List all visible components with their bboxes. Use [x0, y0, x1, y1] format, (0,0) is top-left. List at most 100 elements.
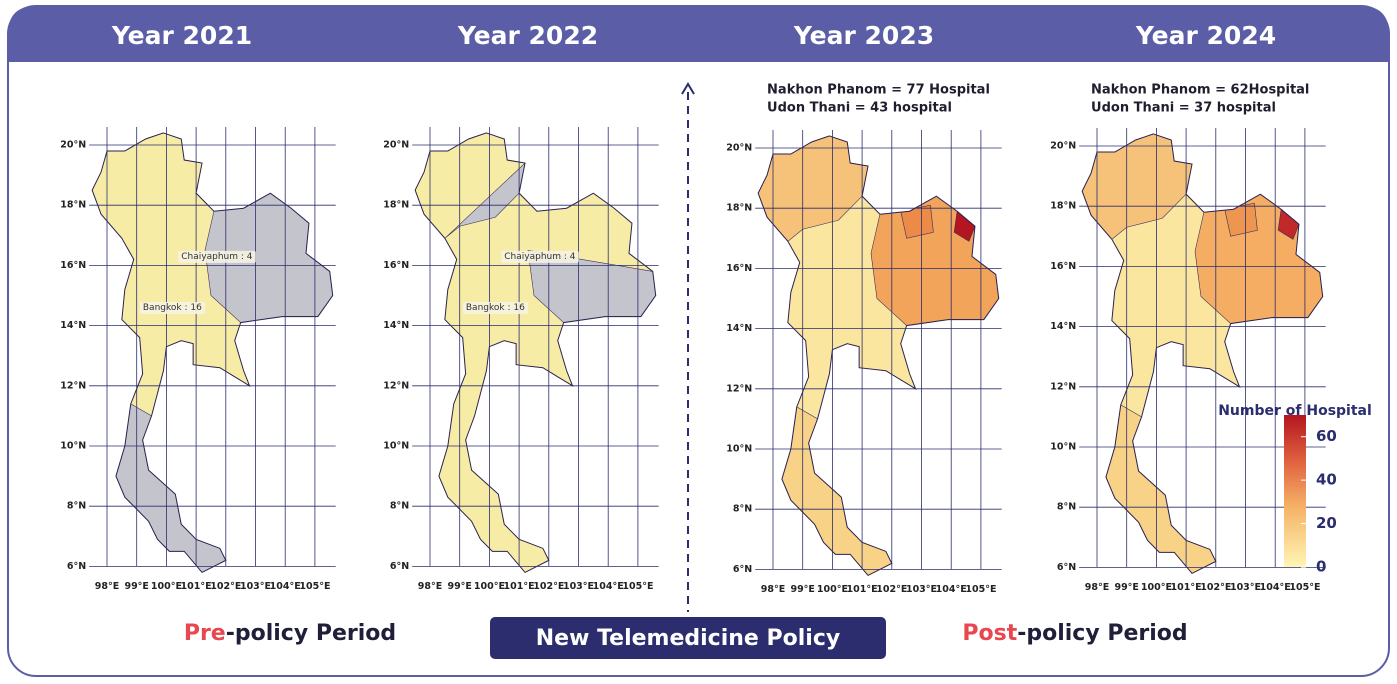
lon-tick-label: 101°E: [847, 584, 878, 595]
lon-tick-label: 100°E: [151, 581, 182, 592]
lon-tick-label: 104°E: [593, 581, 624, 592]
lat-tick-label: 20°N: [60, 140, 86, 151]
country: [415, 132, 656, 573]
regions: [1082, 133, 1323, 574]
lat-tick-label: 16°N: [726, 263, 752, 274]
lat-tick-label: 18°N: [1050, 201, 1076, 212]
lat-tick-label: 18°N: [726, 203, 752, 214]
map-panel: 20°N 18°N 16°N 14°N 12°N 10°N 8°N 6°N 98°E 99°E 10…: [726, 83, 1002, 595]
lat-tick-label: 12°N: [383, 380, 409, 391]
map-panel: 20°N 18°N 16°N 14°N 12°N 10°N 8°N 6°N 98°E 99°E 10…: [1050, 83, 1326, 593]
place-label: Bangkok : 16: [466, 303, 525, 313]
lat-tick-label: 14°N: [60, 320, 86, 331]
lon-tick-label: 102°E: [876, 584, 907, 595]
lat-tick-label: 18°N: [60, 200, 86, 211]
colorbar-label: 20: [1316, 514, 1337, 532]
lon-tick-label: 105°E: [299, 581, 330, 592]
text: -policy Period: [1017, 621, 1187, 646]
label-bg: [139, 302, 206, 315]
year: Year 2022: [457, 21, 598, 50]
lon-tick-label: 103°E: [1230, 582, 1261, 593]
lat-tick-label: 10°N: [1050, 442, 1076, 453]
lon-tick-label: 101°E: [504, 581, 535, 592]
lon-tick-label: 102°E: [533, 581, 564, 592]
border: [414, 132, 657, 574]
lat-tick-label: 6°N: [733, 564, 752, 575]
note: Udon Thani = 37 hospital: [1091, 101, 1276, 116]
policy-badge: [490, 617, 886, 659]
lat-tick-label: 6°N: [67, 561, 86, 572]
lat-tick-label: 18°N: [383, 200, 409, 211]
lat-tick-label: 10°N: [726, 444, 752, 455]
lon-tick-label: 101°E: [1171, 582, 1202, 593]
lat-tick-label: 16°N: [60, 260, 86, 271]
lon-tick-label: 104°E: [1260, 582, 1291, 593]
lon-tick-label: 103°E: [906, 584, 937, 595]
lon-tick-label: 103°E: [240, 581, 271, 592]
note: Nakhon Phanom = 77 Hospital: [767, 83, 990, 98]
border: [757, 135, 1000, 577]
lon-tick-label: 98°E: [761, 584, 785, 595]
lon-tick-label: 101°E: [181, 581, 212, 592]
border: [1081, 133, 1324, 575]
lat-tick-label: 20°N: [1050, 141, 1076, 152]
colorbar-label: 60: [1316, 427, 1337, 445]
lat-tick-label: 8°N: [390, 501, 409, 512]
lat-tick-label: 10°N: [60, 441, 86, 452]
map-panel: 20°N18°N16°N14°N12°N10°N8°N6°N98°E 99°E 10…: [60, 126, 336, 592]
lon-tick-label: 99°E: [790, 584, 814, 595]
lat-tick-label: 20°N: [383, 140, 409, 151]
colorbar: [1284, 415, 1306, 567]
lon-tick-label: 105°E: [965, 584, 996, 595]
lon-tick-label: 98°E: [418, 581, 442, 592]
arrow-head: [681, 82, 695, 95]
border: [91, 132, 334, 574]
legend-title: Number of Hospital: [1218, 403, 1372, 419]
lon-tick-label: 99°E: [447, 581, 471, 592]
lon-tick-label: 103°E: [563, 581, 594, 592]
lat-tick-label: 6°N: [1057, 562, 1076, 573]
colorbar-label: 0: [1316, 558, 1326, 576]
lon-tick-label: 99°E: [124, 581, 148, 592]
place-label: Chaiyaphum : 4: [504, 252, 575, 262]
highlight: Pre: [184, 621, 226, 646]
lat-tick-label: 8°N: [67, 501, 86, 512]
post-label: Post-policy Period: [962, 621, 1187, 646]
lon-tick-label: 105°E: [1289, 582, 1320, 593]
lat-tick-label: 16°N: [383, 260, 409, 271]
note: Udon Thani = 43 hospital: [767, 101, 952, 116]
lat-tick-label: 12°N: [1050, 381, 1076, 392]
lat-tick-label: 8°N: [1057, 502, 1076, 513]
lat-tick-label: 14°N: [726, 323, 752, 334]
lat-tick-label: 6°N: [390, 561, 409, 572]
lat-tick-label: 16°N: [1050, 261, 1076, 272]
lon-tick-label: 104°E: [936, 584, 967, 595]
place-label: Chaiyaphum : 4: [181, 252, 252, 262]
lon-tick-label: 102°E: [1200, 582, 1231, 593]
lon-tick-label: 104°E: [270, 581, 301, 592]
lon-tick-label: 99°E: [1114, 582, 1138, 593]
lat-tick-label: 12°N: [726, 383, 752, 394]
lat-tick-label: 14°N: [1050, 321, 1076, 332]
header-bar: [8, 6, 1389, 62]
year: Year 2021: [111, 21, 252, 50]
lat-tick-label: 8°N: [733, 504, 752, 515]
lat-tick-label: 12°N: [60, 380, 86, 391]
label-bg: [178, 250, 256, 263]
lat-tick-label: 14°N: [383, 320, 409, 331]
lon-tick-label: 100°E: [474, 581, 505, 592]
highlight: Post: [962, 621, 1017, 646]
map-panel: 20°N18°N16°N14°N12°N10°N8°N6°N98°E 99°E 10…: [383, 126, 659, 592]
lon-tick-label: 105°E: [622, 581, 653, 592]
colorbar-label: 40: [1316, 471, 1337, 489]
label-bg: [462, 302, 529, 315]
label-bg: [501, 250, 579, 263]
lon-tick-label: 102°E: [210, 581, 241, 592]
year: Year 2024: [1135, 21, 1276, 50]
text: -policy Period: [226, 621, 396, 646]
lat-tick-label: 20°N: [726, 143, 752, 154]
pre-label: Pre-policy Period: [184, 621, 396, 646]
policy-label: New Telemedicine Policy: [536, 626, 840, 651]
lon-tick-label: 98°E: [1085, 582, 1109, 593]
